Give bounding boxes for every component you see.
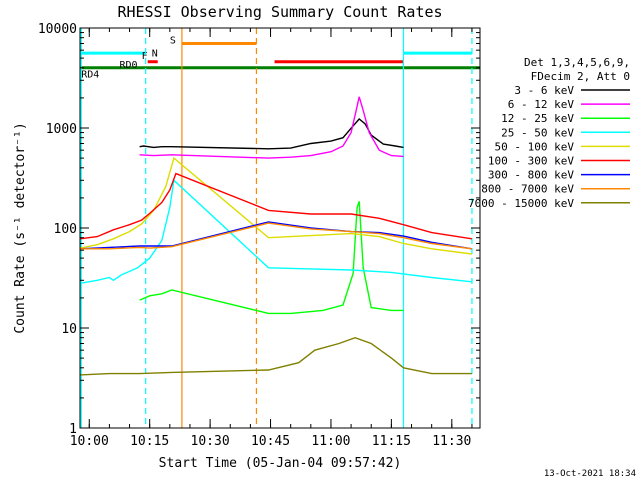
legend-label: 25 - 50 keV [501,126,574,139]
y-tick-label: 100 [54,222,77,237]
y-tick-label: 10000 [38,22,77,37]
legend-label: 12 - 25 keV [501,112,574,125]
x-tick-label: 10:30 [191,434,230,449]
legend-label: 800 - 7000 keV [481,183,574,196]
x-tick-label: 10:15 [130,434,169,449]
flag-label-s: S [170,35,176,46]
series-line-3-6-kev [139,118,404,150]
footer-date: 13-Oct-2021 18:34 [544,469,636,479]
x-tick-label: 11:15 [372,434,411,449]
flag-label-rd4: RD4 [81,69,99,80]
x-axis-label: Start Time (05-Jan-04 09:57:42) [159,456,402,471]
x-axis: 10:00 10:15 10:30 10:45 11:00 11:15 11:30 [70,28,473,449]
x-tick-label: 11:30 [432,434,471,449]
flag-bars: NF S RD0 RD4 [80,35,480,80]
legend-label: 3 - 6 keV [514,84,574,97]
series-line-300-800-kev [79,221,473,250]
legend-label: 6 - 12 keV [508,98,575,111]
series-line-6-12-kev [139,96,404,159]
legend-header: Det 1,3,4,5,6,9, [524,56,630,69]
series-line-100-300-kev [79,172,473,240]
flag-label-f: F [142,51,148,62]
legend-label: 7000 - 15000 keV [468,197,574,210]
y-tick-label: 10 [61,322,77,337]
x-tick-label: 10:45 [251,434,290,449]
flag-label-n: N [152,48,158,59]
series-group [79,96,473,376]
plot-frame [79,27,481,429]
legend: Det 1,3,4,5,6,9,FDecim 2, Att 03 - 6 keV… [468,56,630,210]
legend-label: 300 - 800 keV [488,169,574,182]
series-line-50-100-kev [79,156,472,255]
flag-label-rd0: RD0 [119,60,137,71]
y-tick-label: 1 [69,422,77,437]
y-axis: 1 10 100 1000 10000 [38,22,480,437]
chart-title: RHESSI Observing Summary Count Rates [117,3,442,21]
x-tick-label: 11:00 [311,434,350,449]
legend-label: 50 - 100 keV [495,140,575,153]
y-tick-label: 1000 [46,122,77,137]
series-line-7000-15000-kev [79,336,472,376]
legend-label: 100 - 300 keV [488,155,574,168]
series-line-800-7000-kev [80,222,472,250]
series-line-12-25-kev [139,201,404,315]
series-line-25-50-kev [79,178,472,284]
y-axis-label: Count Rate (s⁻¹ detector⁻¹) [13,122,28,333]
legend-header: FDecim 2, Att 0 [531,70,630,83]
x-tick-label: 10:00 [70,434,109,449]
